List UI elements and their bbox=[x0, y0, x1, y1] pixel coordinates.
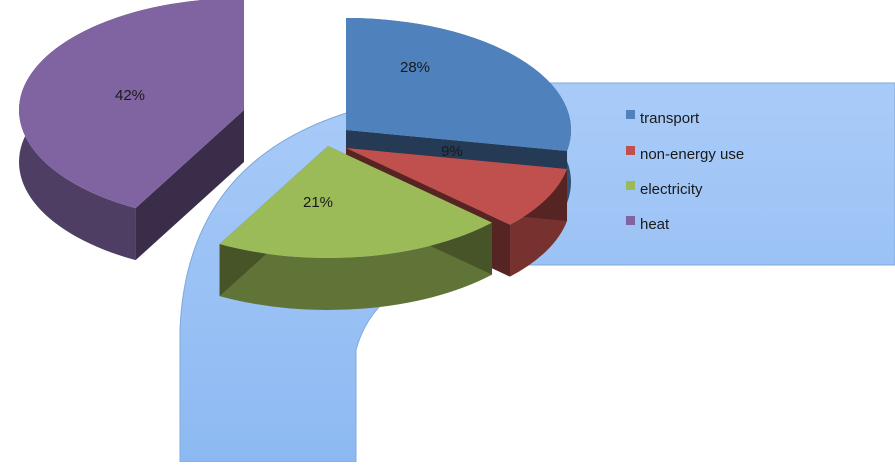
legend-swatch-transport bbox=[626, 110, 635, 119]
pie-slice-top-transport bbox=[346, 18, 571, 151]
legend-label-non-energy-use: non-energy use bbox=[640, 146, 744, 163]
pie-slice-side-electricity bbox=[219, 222, 493, 311]
legend: transport non-energy use electricity hea… bbox=[626, 110, 744, 233]
legend-swatch-heat bbox=[626, 216, 635, 225]
legend-label-electricity: electricity bbox=[640, 181, 703, 198]
pie-slice-heat bbox=[19, 0, 244, 261]
data-label-non-energy-use: 9% bbox=[441, 143, 463, 160]
legend-swatch-non-energy-use bbox=[626, 146, 635, 155]
data-label-electricity: 21% bbox=[303, 194, 333, 211]
pie-slices: 28% 9% 21% 42% bbox=[19, 0, 571, 311]
data-label-transport: 28% bbox=[400, 59, 430, 76]
pie-slice-top-heat bbox=[19, 0, 244, 209]
data-label-heat: 42% bbox=[115, 87, 145, 104]
pie-slice-electricity bbox=[219, 146, 493, 311]
legend-label-transport: transport bbox=[640, 110, 700, 127]
legend-swatch-electricity bbox=[626, 181, 635, 190]
pie-slice-face-heat-0 bbox=[135, 110, 244, 261]
legend-label-heat: heat bbox=[640, 216, 670, 233]
pie-slice-top-non-energy-use bbox=[346, 148, 568, 225]
pie-slice-top-electricity bbox=[219, 146, 493, 258]
